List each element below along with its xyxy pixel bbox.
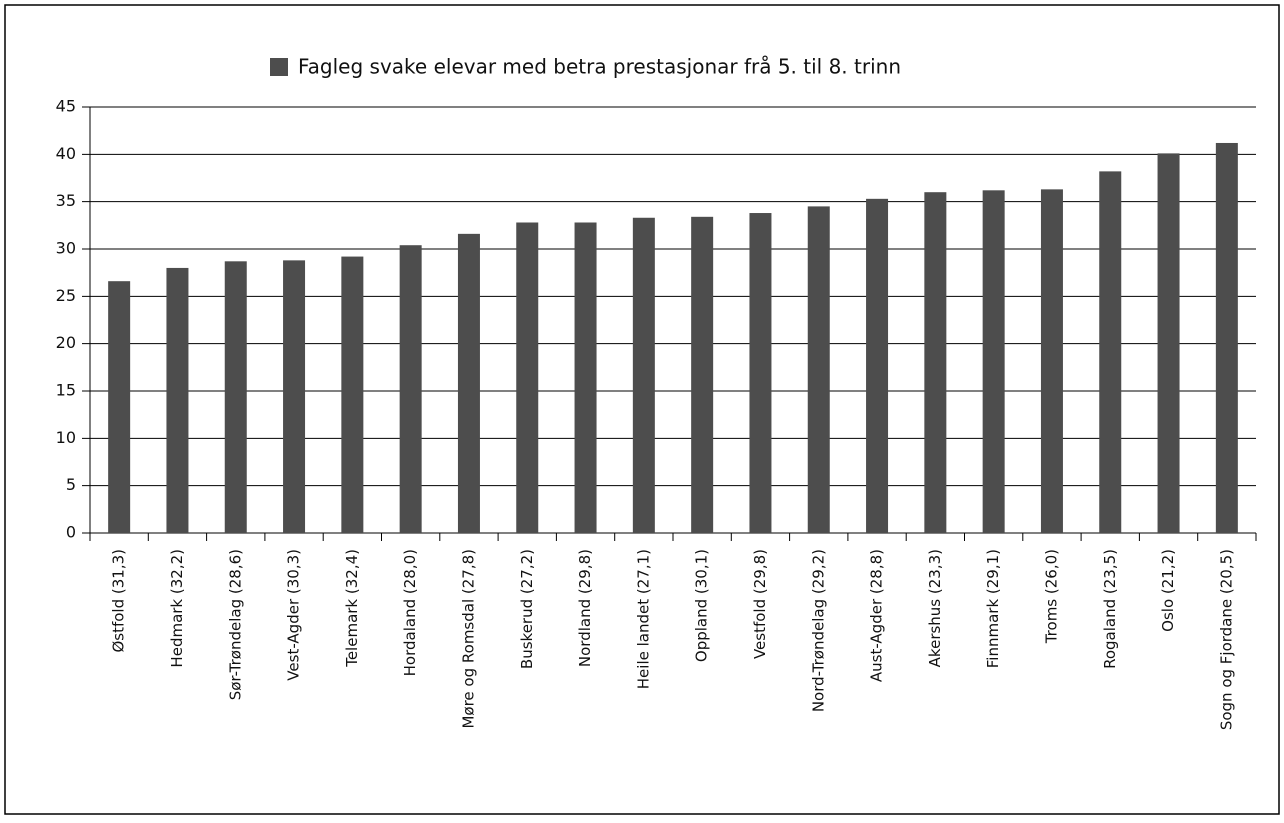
y-tick-label: 0 xyxy=(66,523,76,542)
bar xyxy=(632,217,655,533)
x-tick-label: Heile landet (27,1) xyxy=(634,549,652,689)
x-tick-label: Buskerud (27,2) xyxy=(518,549,536,669)
y-tick-label: 20 xyxy=(56,333,76,352)
bar xyxy=(516,222,539,533)
y-tick-label: 25 xyxy=(56,286,76,305)
bar xyxy=(224,261,247,533)
x-tick-label: Sogn og Fjordane (20,5) xyxy=(1217,549,1235,730)
x-tick-label: Finnmark (29,1) xyxy=(984,549,1002,668)
x-tick-label: Vest-Agder (30,3) xyxy=(285,549,303,681)
x-tick-label: Oslo (21,2) xyxy=(1159,549,1177,632)
bar xyxy=(1215,142,1238,533)
bar xyxy=(807,206,830,533)
bar xyxy=(399,245,422,534)
x-tick-label: Aust-Agder (28,8) xyxy=(868,549,886,682)
bar xyxy=(574,222,597,533)
y-tick-label: 10 xyxy=(56,428,76,447)
bar xyxy=(982,190,1005,533)
bar xyxy=(691,216,714,533)
x-tick-label: Telemark (32,4) xyxy=(343,549,361,668)
y-tick-label: 15 xyxy=(56,381,76,400)
y-tick-label: 40 xyxy=(56,144,76,163)
legend-label: Fagleg svake elevar med betra prestasjon… xyxy=(298,55,901,79)
x-tick-label: Rogaland (23,5) xyxy=(1101,549,1119,669)
y-tick-label: 45 xyxy=(56,97,76,116)
x-tick-label: Troms (26,0) xyxy=(1042,549,1060,644)
bar xyxy=(166,267,189,533)
x-tick-label: Hordaland (28,0) xyxy=(401,549,419,676)
x-tick-label: Oppland (30,1) xyxy=(693,549,711,662)
x-tick-label: Nord-Trøndelag (29,2) xyxy=(809,549,827,712)
x-tick-label: Østfold (31,3) xyxy=(110,549,128,653)
bar xyxy=(341,256,364,533)
bar xyxy=(749,213,772,533)
bar xyxy=(283,260,306,533)
y-tick-label: 5 xyxy=(66,475,76,494)
bar xyxy=(1040,189,1063,534)
x-tick-label: Nordland (29,8) xyxy=(576,549,594,667)
bar xyxy=(866,198,889,533)
x-tick-label: Vestfold (29,8) xyxy=(751,549,769,659)
bar xyxy=(924,192,947,533)
bar xyxy=(457,233,480,533)
bar xyxy=(108,281,131,533)
bar xyxy=(1157,153,1180,534)
x-tick-label: Hedmark (32,2) xyxy=(168,549,186,668)
x-tick-label: Akershus (23,3) xyxy=(926,549,944,667)
legend-swatch xyxy=(270,58,288,76)
x-tick-label: Møre og Romsdal (27,8) xyxy=(459,549,477,729)
x-tick-label: Sør-Trøndelag (28,6) xyxy=(226,549,244,700)
bar xyxy=(1099,171,1122,533)
y-tick-label: 30 xyxy=(56,239,76,258)
y-tick-label: 35 xyxy=(56,191,76,210)
